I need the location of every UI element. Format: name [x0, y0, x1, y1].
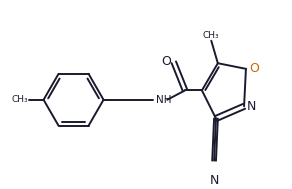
Text: N: N — [247, 100, 256, 113]
Text: CH₃: CH₃ — [11, 95, 28, 104]
Text: O: O — [161, 55, 171, 68]
Text: CH₃: CH₃ — [203, 31, 220, 40]
Text: O: O — [249, 62, 259, 75]
Text: N: N — [209, 174, 219, 187]
Text: NH: NH — [156, 95, 171, 105]
